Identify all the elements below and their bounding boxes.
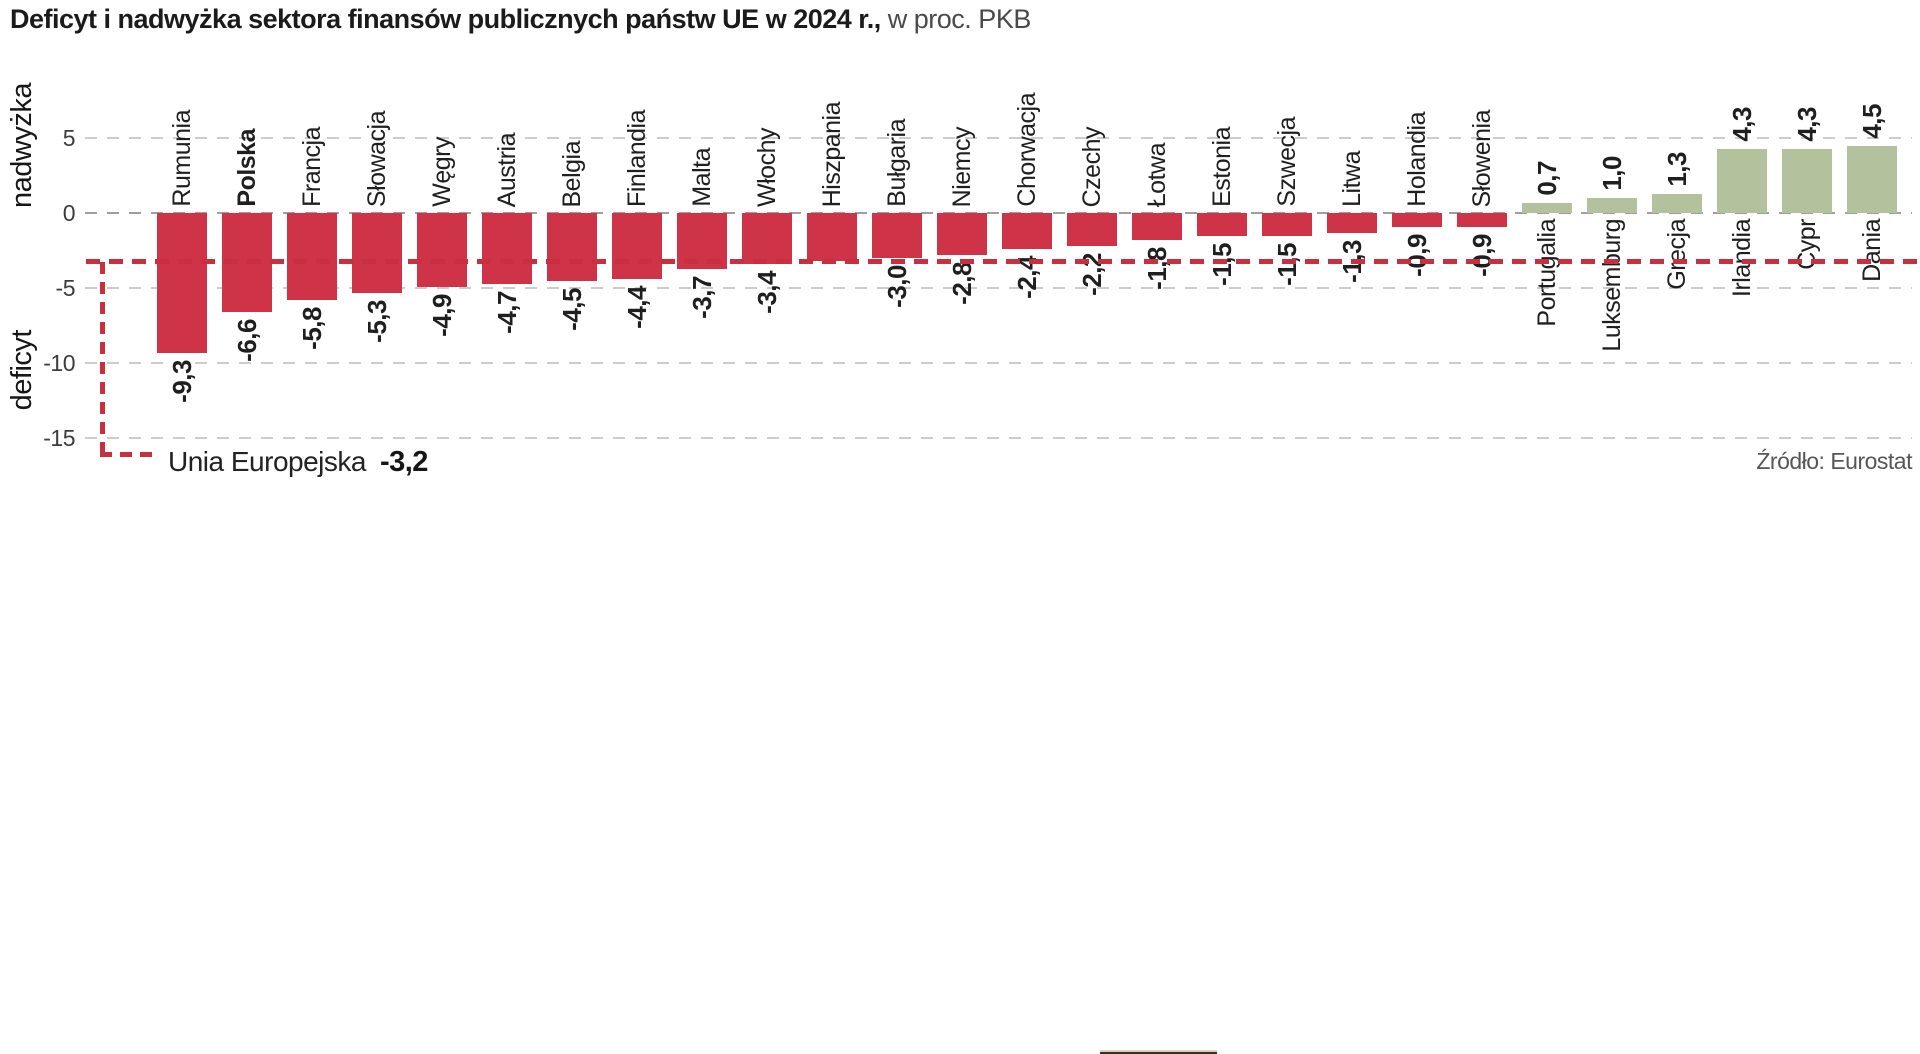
value-label-Francja: -5,8 [297, 307, 327, 350]
bar-Irlandia [1717, 148, 1767, 213]
bar-Włochy [742, 213, 792, 264]
bar-Holandia [1392, 213, 1442, 227]
bar-Litwa [1327, 213, 1377, 233]
chart-title: Deficyt i nadwyżka sektora finansów publ… [10, 4, 1031, 35]
country-label-Rumunia: Rumunia [168, 110, 196, 207]
country-label-Portugalia: Portugalia [1533, 219, 1561, 327]
chart-title-unit: w proc. PKB [880, 4, 1032, 34]
country-label-Dania: Dania [1858, 219, 1886, 282]
y-tick--15: -15 [43, 425, 75, 451]
country-label-Hiszpania: Hiszpania [818, 101, 846, 207]
value-label-Austria: -4,7 [492, 290, 522, 334]
value-label-Włochy: -3,4 [752, 271, 782, 314]
bottom-cropped-element [1100, 1050, 1217, 1054]
bar-Grecja [1652, 193, 1702, 213]
bar-Dania [1847, 145, 1897, 213]
country-label-Malta: Malta [688, 148, 716, 207]
value-label-Belgia: -4,5 [557, 287, 587, 331]
gridline-5 [85, 137, 1912, 139]
bar-Luksemburg [1587, 198, 1637, 213]
value-label-Portugalia: 0,7 [1532, 160, 1562, 196]
country-label-Polska: Polska [233, 129, 261, 207]
country-label-Włochy: Włochy [753, 128, 781, 207]
value-label-Słowacja: -5,3 [362, 299, 392, 343]
bar-Belgia [547, 213, 597, 281]
gridline--10 [85, 362, 1912, 364]
country-label-Finlandia: Finlandia [623, 110, 651, 207]
bar-Niemcy [937, 213, 987, 255]
source-credit: Źródło: Eurostat [1756, 448, 1912, 474]
value-label-Dania: 4,5 [1857, 103, 1887, 139]
bar-Słowacja [352, 213, 402, 293]
bar-Portugalia [1522, 202, 1572, 213]
country-label-Niemcy: Niemcy [948, 126, 976, 207]
country-label-Estonia: Estonia [1208, 127, 1236, 207]
value-label-Węgry: -4,9 [427, 293, 457, 337]
country-label-Czechy: Czechy [1078, 126, 1106, 207]
bar-Bułgaria [872, 213, 922, 258]
value-label-Bułgaria: -3,0 [882, 265, 912, 308]
gridline-0 [85, 212, 1912, 214]
bar-Austria [482, 213, 532, 284]
country-label-Słowenia: Słowenia [1468, 109, 1496, 207]
y-tick--10: -10 [43, 350, 75, 376]
eu-reference-connector-vertical [100, 262, 105, 452]
y-tick--5: -5 [55, 275, 76, 301]
bar-Węgry [417, 213, 467, 287]
country-label-Litwa: Litwa [1338, 151, 1366, 207]
bar-Rumunia [157, 213, 207, 353]
bar-Finlandia [612, 213, 662, 279]
country-label-Łotwa: Łotwa [1143, 142, 1171, 207]
bar-Słowenia [1457, 213, 1507, 227]
bar-Cypr [1782, 148, 1832, 213]
country-label-Belgia: Belgia [558, 140, 586, 208]
country-label-Irlandia: Irlandia [1728, 219, 1756, 297]
bar-Francja [287, 213, 337, 300]
country-label-Francja: Francja [298, 127, 326, 207]
country-label-Węgry: Węgry [428, 137, 456, 207]
bar-Szwecja [1262, 213, 1312, 236]
value-label-Holandia: -0,9 [1402, 233, 1432, 277]
value-label-Niemcy: -2,8 [947, 262, 977, 305]
value-label-Łotwa: -1,8 [1142, 247, 1172, 290]
bar-Chorwacja [1002, 213, 1052, 249]
bar-Estonia [1197, 213, 1247, 236]
value-label-Finlandia: -4,4 [622, 286, 652, 329]
country-label-Luksemburg: Luksemburg [1598, 219, 1626, 352]
gridline--15 [85, 437, 1912, 439]
country-label-Szwecja: Szwecja [1273, 117, 1301, 207]
y-tick-0: 0 [62, 200, 76, 226]
eu-reference-connector-elbow [100, 452, 158, 457]
value-label-Malta: -3,7 [687, 275, 717, 319]
bar-Czechy [1067, 213, 1117, 246]
country-label-Grecja: Grecja [1663, 219, 1691, 290]
y-tick-5: 5 [62, 125, 76, 151]
value-label-Słowenia: -0,9 [1467, 233, 1497, 277]
gridline--5 [85, 287, 1912, 289]
value-label-Grecja: 1,3 [1662, 151, 1692, 187]
country-label-Chorwacja: Chorwacja [1013, 93, 1041, 207]
value-label-Rumunia: -9,3 [167, 359, 197, 403]
value-label-Irlandia: 4,3 [1727, 106, 1757, 142]
value-label-Polska: -6,6 [232, 319, 262, 362]
eu-reference-label: Unia Europejska -3,2 [168, 446, 428, 479]
value-label-Cypr: 4,3 [1792, 106, 1822, 142]
eu-reference-label-text: Unia Europejska [168, 446, 366, 477]
eu-reference-value: -3,2 [379, 446, 428, 478]
eu-reference-line [86, 259, 1920, 264]
country-label-Słowacja: Słowacja [363, 110, 391, 207]
country-label-Bułgaria: Bułgaria [883, 119, 911, 207]
bar-Hiszpania [807, 213, 857, 261]
country-label-Austria: Austria [493, 132, 521, 207]
bar-Łotwa [1132, 213, 1182, 240]
chart-title-main: Deficyt i nadwyżka sektora finansów publ… [10, 4, 881, 34]
value-label-Luksemburg: 1,0 [1597, 156, 1627, 191]
country-label-Holandia: Holandia [1403, 112, 1431, 207]
